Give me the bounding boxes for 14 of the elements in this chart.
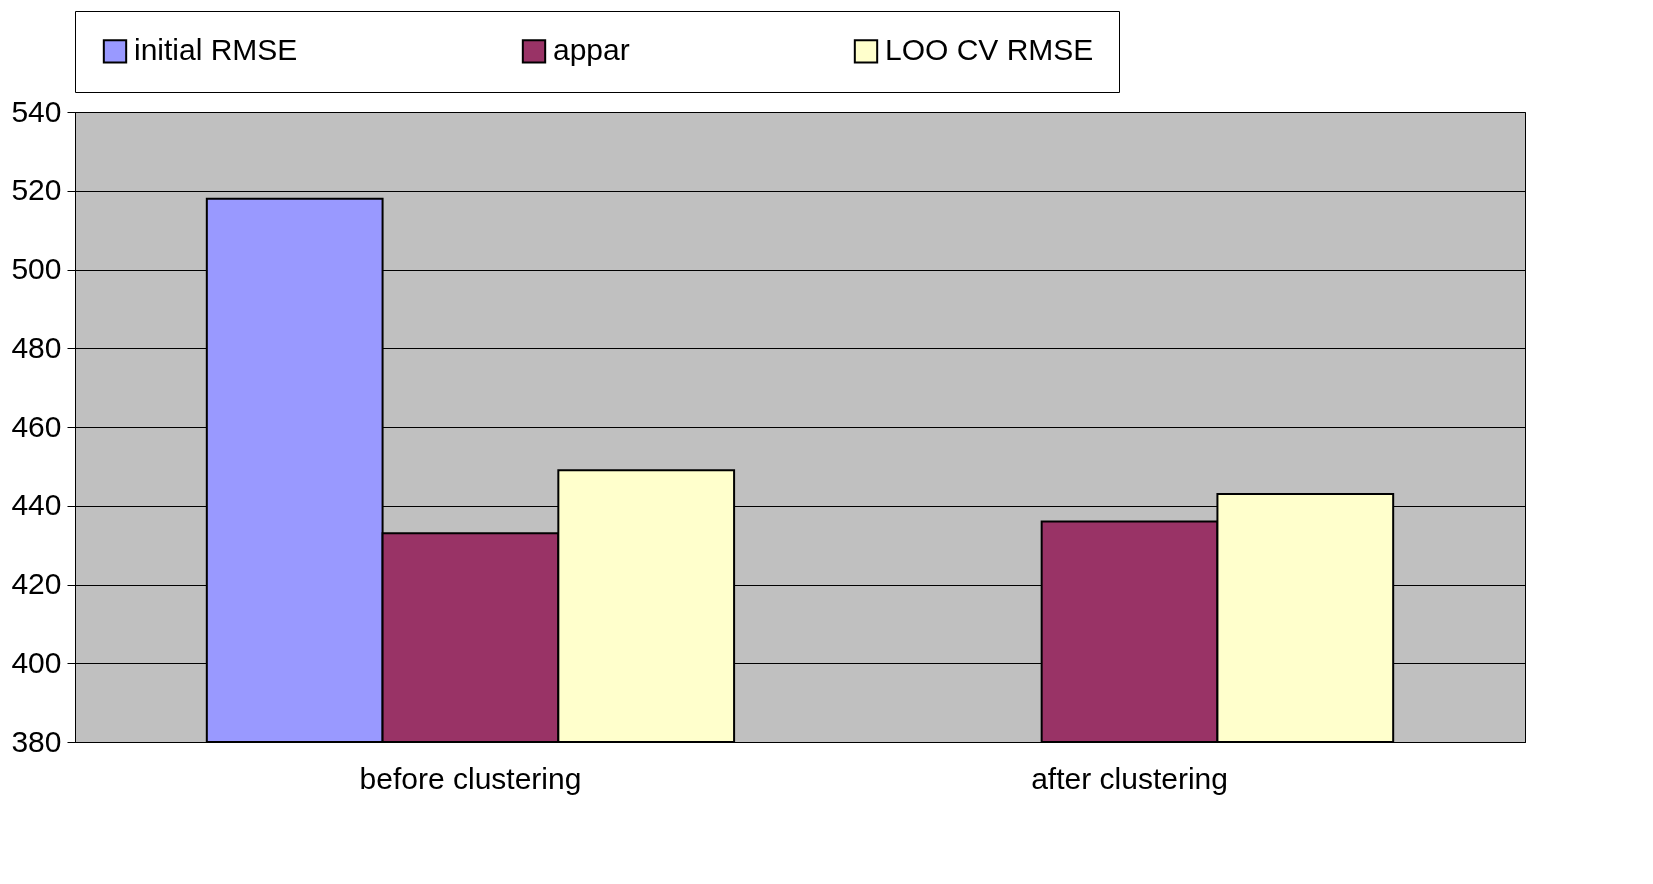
y-tick-label: 380 (11, 724, 62, 758)
x-tick-label: after clustering (1031, 761, 1228, 795)
y-tick-label: 400 (11, 645, 62, 679)
legend-label: initial RMSE (134, 33, 298, 67)
legend-label: appar (553, 33, 630, 67)
y-tick-label: 440 (11, 488, 62, 522)
x-tick-label: before clustering (359, 761, 582, 795)
y-tick-label: 520 (11, 173, 62, 207)
y-tick-label: 480 (11, 330, 62, 364)
y-tick-label: 500 (11, 252, 62, 285)
y-tick-label: 540 (11, 94, 62, 128)
y-tick-label: 420 (11, 567, 62, 600)
legend-label: LOO CV RMSE (885, 33, 1094, 67)
y-tick-label: 460 (11, 409, 62, 443)
